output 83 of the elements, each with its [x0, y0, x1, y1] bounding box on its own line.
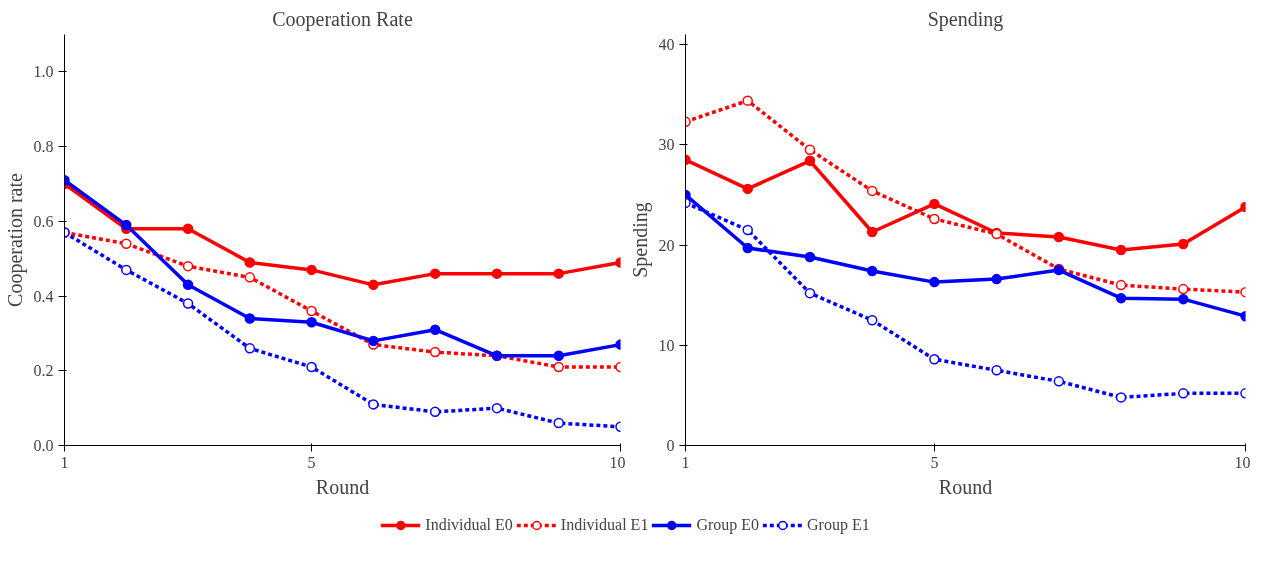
point — [368, 399, 379, 410]
x-tick-label: 10 — [1234, 453, 1251, 471]
y-tick-label: 40 — [658, 36, 675, 54]
point — [182, 260, 194, 272]
y-tick-label: 20 — [658, 236, 675, 254]
point — [1115, 244, 1127, 256]
point — [182, 298, 194, 309]
y-tick-label: 1.0 — [33, 63, 54, 81]
y-tick-label: 0.4 — [33, 287, 54, 305]
y-axis-title: Spending — [628, 202, 652, 278]
point — [1178, 388, 1189, 399]
point — [1178, 283, 1189, 295]
y-tick-label: 30 — [658, 136, 675, 154]
point — [553, 268, 564, 279]
point — [306, 305, 317, 317]
x-tick-label: 5 — [930, 453, 939, 471]
point — [991, 365, 1002, 376]
point — [306, 361, 317, 373]
point — [866, 265, 878, 277]
point — [804, 287, 816, 299]
point — [804, 251, 816, 263]
legend-label: Group E0 — [696, 516, 760, 534]
point — [368, 335, 379, 347]
point — [429, 268, 441, 279]
x-tick-label: 1 — [681, 453, 690, 471]
point — [1053, 231, 1065, 243]
point — [742, 183, 753, 195]
point — [121, 238, 132, 249]
point — [491, 268, 503, 279]
point — [1178, 293, 1189, 305]
point — [244, 272, 256, 283]
point — [866, 226, 878, 238]
point — [866, 314, 878, 326]
point — [491, 402, 503, 414]
point — [553, 361, 564, 373]
point — [929, 213, 940, 225]
x-tick-label: 10 — [609, 453, 626, 471]
point — [429, 346, 441, 358]
point — [929, 276, 940, 288]
point — [929, 354, 940, 365]
point — [1115, 392, 1127, 403]
point — [429, 324, 441, 335]
point — [244, 313, 256, 324]
point — [182, 223, 194, 235]
point — [1053, 376, 1065, 387]
point — [553, 417, 564, 429]
point — [553, 350, 564, 362]
point — [244, 257, 256, 268]
point — [182, 279, 194, 291]
point — [121, 264, 132, 276]
point — [121, 219, 132, 231]
point — [804, 155, 816, 167]
point — [306, 264, 317, 276]
point — [742, 95, 753, 106]
legend-label: Individual E0 — [425, 516, 513, 534]
legend-label: Group E1 — [807, 516, 870, 534]
y-tick-label: 0.2 — [33, 362, 54, 380]
y-tick-label: 0.8 — [33, 138, 54, 156]
chart-title: Spending — [927, 7, 1004, 31]
x-tick-label: 1 — [60, 453, 69, 471]
point — [991, 273, 1002, 285]
point — [866, 185, 878, 197]
point — [929, 198, 940, 210]
point — [804, 144, 816, 156]
x-tick-label: 5 — [307, 453, 316, 471]
x-axis-title: Round — [938, 475, 993, 498]
chart-title: Cooperation Rate — [272, 7, 413, 31]
point — [1178, 238, 1189, 250]
y-tick-label: 0 — [666, 437, 675, 454]
point — [1115, 292, 1127, 304]
point — [244, 343, 256, 354]
y-tick-label: 0.0 — [33, 437, 54, 454]
point — [368, 279, 379, 291]
legend-label: Individual E1 — [560, 516, 649, 534]
point — [742, 224, 753, 236]
y-tick-label: 0.6 — [33, 212, 54, 230]
y-axis-title: Cooperation rate — [3, 172, 27, 307]
point — [1115, 279, 1127, 291]
point — [742, 242, 753, 254]
point — [306, 316, 317, 328]
x-axis-title: Round — [315, 475, 370, 498]
point — [429, 406, 441, 418]
y-tick-label: 10 — [658, 336, 675, 354]
